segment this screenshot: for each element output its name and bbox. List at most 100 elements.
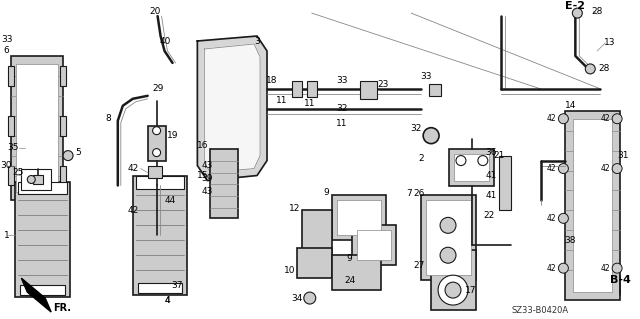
Circle shape [559,213,568,223]
Circle shape [612,263,622,273]
Text: 1: 1 [4,231,10,240]
Text: 42: 42 [547,164,556,173]
Circle shape [438,275,468,305]
Circle shape [28,175,35,183]
Bar [148,126,166,160]
Text: 42: 42 [600,114,610,123]
Text: 25: 25 [13,168,24,177]
Circle shape [152,127,161,135]
Bar [21,168,51,190]
Bar [292,81,302,97]
Bar [8,116,14,136]
Text: 38: 38 [564,236,576,245]
Bar [17,64,58,192]
Text: 42: 42 [547,114,556,123]
Bar [499,156,511,211]
Text: 33: 33 [336,76,348,85]
Bar [449,149,494,187]
Circle shape [63,151,73,160]
Bar [429,84,441,96]
Circle shape [559,263,568,273]
Text: 34: 34 [291,293,303,303]
Text: 22: 22 [483,211,495,220]
Text: 7: 7 [406,189,412,198]
Text: 41: 41 [485,191,497,200]
Text: 3: 3 [254,36,260,46]
Bar [33,174,44,184]
Text: 24: 24 [344,276,355,285]
Bar [60,116,66,136]
Text: 32: 32 [336,104,348,113]
Text: 8: 8 [105,114,111,123]
Text: 29: 29 [152,84,163,93]
Circle shape [478,156,488,166]
Bar [332,196,387,240]
Text: 26: 26 [413,189,425,198]
Bar [302,211,332,255]
Bar [136,175,184,189]
Text: 32: 32 [410,124,422,133]
Text: 42: 42 [127,206,138,215]
Circle shape [586,64,595,74]
Circle shape [612,114,622,124]
Text: 30: 30 [1,161,12,170]
Circle shape [445,282,461,298]
Circle shape [456,156,466,166]
Circle shape [559,164,568,174]
Text: 18: 18 [266,76,278,85]
Text: 2: 2 [419,154,424,163]
Bar [19,182,67,195]
Text: SZ33-B0420A: SZ33-B0420A [512,306,569,315]
Text: 42: 42 [127,164,138,173]
Text: 16: 16 [196,141,208,150]
Text: 39: 39 [202,174,213,183]
Bar [138,283,182,293]
Text: B-4: B-4 [610,275,630,285]
Circle shape [612,164,622,174]
Circle shape [559,114,568,124]
Bar [148,166,161,177]
Text: 33: 33 [2,34,13,43]
Bar [132,175,188,295]
Bar [12,56,63,200]
Text: 14: 14 [564,101,576,110]
Text: 42: 42 [547,214,556,223]
Bar [421,196,476,280]
Text: 44: 44 [165,196,176,205]
Text: 35: 35 [8,143,19,152]
Bar [431,250,476,310]
Circle shape [423,128,439,144]
Bar [356,230,391,260]
Polygon shape [204,44,260,173]
Bar [307,81,317,97]
Text: 21: 21 [493,151,504,160]
Text: 12: 12 [289,204,301,213]
Text: 36: 36 [485,148,497,157]
Text: 11: 11 [304,99,316,108]
Text: 43: 43 [202,161,213,170]
Text: 4: 4 [164,296,170,305]
Text: 31: 31 [618,151,629,160]
Text: 4: 4 [164,296,170,305]
Circle shape [304,292,316,304]
Circle shape [440,247,456,263]
Text: 28: 28 [591,7,603,16]
Text: 37: 37 [172,281,183,290]
Text: 27: 27 [413,261,425,270]
Circle shape [440,217,456,233]
Text: 10: 10 [284,266,296,275]
Text: 6: 6 [4,47,10,56]
Text: 23: 23 [378,80,389,89]
Text: 5: 5 [75,148,81,157]
Bar [426,200,471,275]
Text: 42: 42 [547,264,556,273]
Text: 40: 40 [160,36,172,46]
Text: 13: 13 [604,39,616,48]
Text: 33: 33 [420,72,432,81]
Bar [332,255,381,290]
Polygon shape [21,278,51,312]
Text: 11: 11 [336,119,348,128]
Text: 28: 28 [598,64,610,73]
Text: 19: 19 [167,131,179,140]
Bar [565,111,620,300]
